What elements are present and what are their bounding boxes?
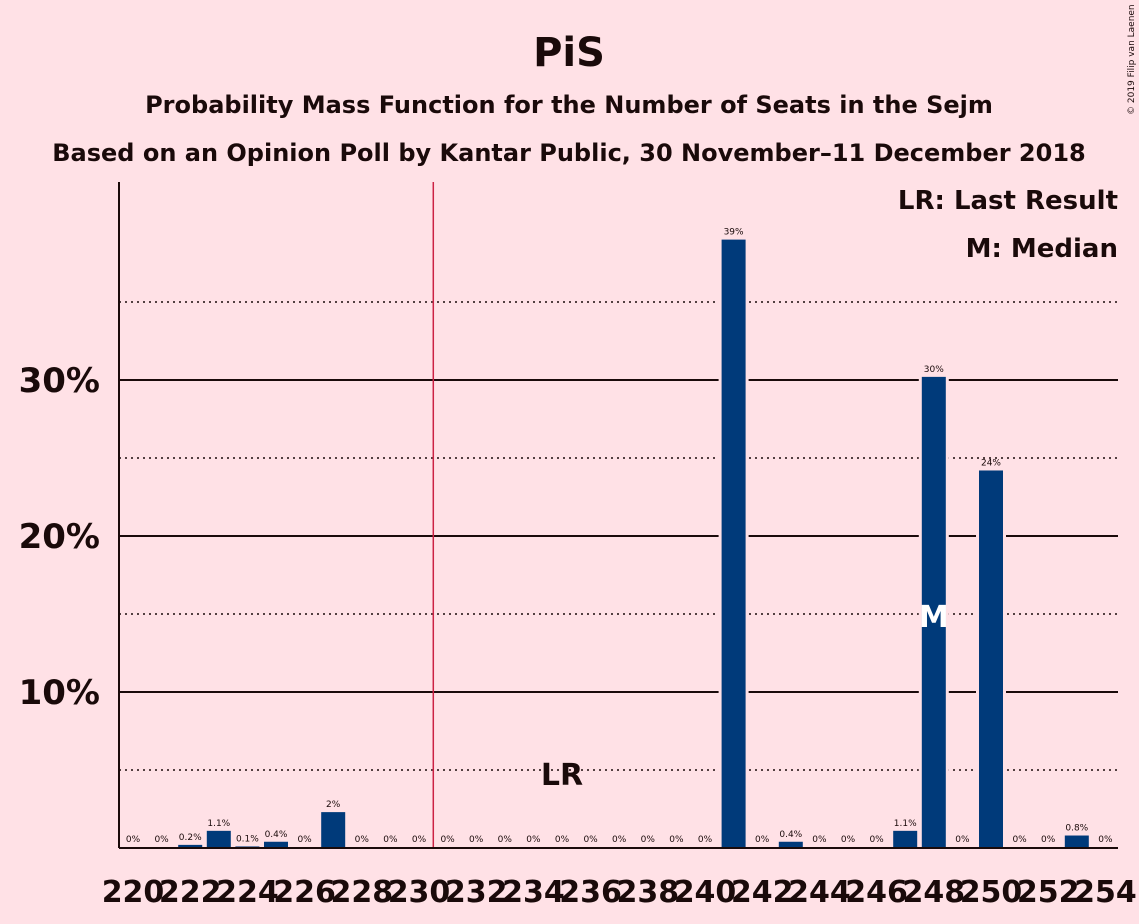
- bar: [721, 239, 746, 849]
- x-tick-label: 244: [788, 875, 851, 910]
- bar-label: 0%: [869, 835, 884, 845]
- bar-label: 0%: [126, 835, 141, 845]
- legend-last-result: LR: Last Result: [898, 186, 1118, 216]
- bar-label: 0%: [355, 835, 370, 845]
- x-tick-label: 222: [159, 875, 222, 910]
- bar-label: 2%: [326, 800, 341, 810]
- bar: [893, 830, 918, 848]
- bar-label: 0%: [440, 835, 455, 845]
- bar-label: 0%: [526, 835, 541, 845]
- chart-subtitle-poll: Based on an Opinion Poll by Kantar Publi…: [52, 139, 1085, 167]
- bar-label: 0%: [555, 835, 570, 845]
- bar-label: 0%: [1012, 835, 1027, 845]
- bar: [921, 376, 946, 848]
- x-tick-label: 254: [1074, 875, 1137, 910]
- y-tick-label: 20%: [19, 517, 100, 557]
- bar-label: 0%: [412, 835, 427, 845]
- bar-label: 0%: [469, 835, 484, 845]
- x-tick-labels: 2202222242262282302322342362382402422442…: [102, 875, 1137, 910]
- bar: [206, 830, 231, 848]
- x-tick-label: 236: [559, 875, 622, 910]
- bar-label: 0%: [669, 835, 684, 845]
- y-tick-label: 10%: [19, 673, 100, 713]
- bar-label: 0.4%: [265, 830, 288, 840]
- bar-label: 0%: [612, 835, 627, 845]
- bar: [264, 841, 288, 848]
- copyright-credit: © 2019 Filip van Laenen: [1127, 4, 1137, 115]
- bar-label: 0%: [812, 835, 827, 845]
- bar-label: 0.2%: [179, 833, 202, 843]
- x-tick-label: 230: [388, 875, 451, 910]
- x-tick-label: 234: [502, 875, 565, 910]
- x-tick-label: 226: [273, 875, 336, 910]
- bar-label: 30%: [924, 365, 944, 375]
- bar-label: 0%: [383, 835, 398, 845]
- bar-label: 0%: [297, 835, 312, 845]
- bar-label: 0%: [1098, 835, 1113, 845]
- bar-label: 0%: [498, 835, 513, 845]
- x-tick-label: 248: [902, 875, 965, 910]
- bar-data-labels: 0% 0% 0.2% 1.1% 0.1% 0.4% 0% 2% 0% 0% 0% 0% 0% 0% 0% 0%…: [126, 228, 1113, 845]
- bar: [321, 812, 346, 848]
- x-tick-label: 228: [330, 875, 393, 910]
- x-tick-label: 250: [960, 875, 1023, 910]
- x-tick-label: 232: [445, 875, 508, 910]
- bar-label: 0%: [755, 835, 770, 845]
- bar-label: 0.1%: [236, 834, 259, 844]
- x-tick-label: 224: [216, 875, 279, 910]
- bar: [979, 470, 1003, 848]
- bar-label: 0%: [641, 835, 656, 845]
- gridlines: [119, 182, 1118, 848]
- chart-title: PiS: [533, 30, 605, 76]
- median-marker: M: [919, 600, 949, 635]
- x-tick-label: 238: [616, 875, 679, 910]
- bar-label: 0.8%: [1065, 824, 1088, 834]
- legend-median: M: Median: [966, 234, 1118, 264]
- bar-label: 1.1%: [894, 819, 917, 829]
- bar-series: [178, 238, 1089, 849]
- bar-label: 0%: [841, 835, 856, 845]
- x-tick-label: 252: [1017, 875, 1080, 910]
- bar-label: 24%: [981, 458, 1001, 468]
- bar-label: 0.4%: [779, 830, 802, 840]
- bar-label: 1.1%: [207, 819, 230, 829]
- markers: LR M: [541, 600, 949, 793]
- x-tick-label: 220: [102, 875, 165, 910]
- y-tick-label: 30%: [19, 361, 100, 401]
- bar-label: 0%: [154, 835, 169, 845]
- bar-label: 0%: [583, 835, 598, 845]
- bar: [1064, 835, 1089, 848]
- bar: [778, 841, 803, 848]
- bar-label: 39%: [724, 228, 744, 238]
- y-tick-labels: 10% 20% 30%: [19, 361, 100, 713]
- x-tick-label: 246: [845, 875, 908, 910]
- x-tick-label: 242: [731, 875, 794, 910]
- bar-label: 0%: [698, 835, 713, 845]
- x-tick-label: 240: [674, 875, 737, 910]
- chart-subtitle: Probability Mass Function for the Number…: [145, 91, 993, 119]
- bar-label: 0%: [1041, 835, 1056, 845]
- last-result-marker: LR: [541, 758, 583, 793]
- bar: [178, 844, 203, 848]
- bar-label: 0%: [955, 835, 970, 845]
